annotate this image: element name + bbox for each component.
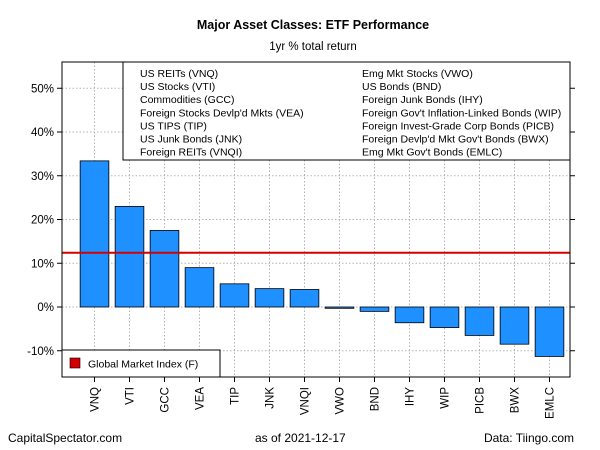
legend-entry-right: US Bonds (BND) xyxy=(362,81,441,93)
legend-entry-right: Emg Mkt Stocks (VWO) xyxy=(362,68,473,80)
reference-legend-box xyxy=(61,349,221,378)
bar-ihy xyxy=(394,306,425,324)
chart-subtitle: 1yr % total return xyxy=(269,41,357,53)
x-tick-label-jnk: JNK xyxy=(265,387,277,409)
x-tick-label-tip: TIP xyxy=(230,387,242,405)
x-tick-label-gcc: GCC xyxy=(160,387,172,413)
y-tick-label: 40% xyxy=(31,127,54,139)
chart-title: Major Asset Classes: ETF Performance xyxy=(197,18,429,32)
y-axis: -10% 0% 10% 20% 30% 40% 50% xyxy=(27,83,575,358)
legend-entry-left: Commodities (GCC) xyxy=(140,94,235,106)
y-tick-label: 50% xyxy=(31,83,54,95)
series-legend: US REITs (VNQ)US Stocks (VTI)Commodities… xyxy=(122,61,571,161)
legend-entry-left: US REITs (VNQ) xyxy=(140,68,218,80)
bar-picb xyxy=(464,306,495,336)
footer-date: as of 2021-12-17 xyxy=(255,431,346,445)
bar-bwx xyxy=(499,306,530,345)
y-tick-label: 30% xyxy=(31,171,54,183)
x-tick-label-bnd: BND xyxy=(370,387,382,411)
legend-entry-right: Foreign Gov't Inflation-Linked Bonds (WI… xyxy=(362,107,561,119)
legend-entry-left: US TIPS (TIP) xyxy=(140,120,207,132)
bar-emlc xyxy=(534,306,565,357)
bar-vnq xyxy=(79,160,110,308)
x-tick-label-vwo: VWO xyxy=(335,387,347,415)
bar-wip xyxy=(429,306,460,328)
y-tick-label: 20% xyxy=(31,215,54,227)
footer-source-site: CapitalSpectator.com xyxy=(8,431,123,445)
x-tick-label-wip: WIP xyxy=(440,387,452,409)
x-tick-label-picb: PICB xyxy=(475,387,487,414)
bar-vnqi xyxy=(289,289,320,308)
x-tick-label-vnqi: VNQI xyxy=(300,387,312,415)
bar-tip xyxy=(219,283,250,308)
reference-legend-swatch xyxy=(69,357,81,369)
legend-entry-right: Foreign Devlp'd Mkt Gov't Bonds (BWX) xyxy=(362,134,549,146)
reference-legend: Global Market Index (F) xyxy=(61,349,221,378)
bar-vwo xyxy=(324,306,355,309)
bars xyxy=(79,160,565,357)
x-axis: VNQ VTI GCC VEA TIP JNK VNQI VWO BND IHY WIP PICB BW… xyxy=(90,377,557,419)
footer-data-credit: Data: Tiingo.com xyxy=(483,431,574,445)
legend-entry-left: US Junk Bonds (JNK) xyxy=(140,134,242,146)
bar-bnd xyxy=(359,306,390,312)
bar-vea xyxy=(184,267,215,308)
y-tick-label: 10% xyxy=(31,258,54,270)
x-tick-label-vti: VTI xyxy=(125,387,137,405)
x-tick-label-emlc: EMLC xyxy=(545,387,557,419)
legend-entry-left: Foreign REITs (VNQI) xyxy=(140,147,242,159)
x-tick-label-ihy: IHY xyxy=(405,387,417,407)
legend-entry-right: Foreign Invest-Grade Corp Bonds (PICB) xyxy=(362,120,554,132)
x-tick-label-bwx: BWX xyxy=(510,387,522,414)
legend-entry-right: Foreign Junk Bonds (IHY) xyxy=(362,94,483,106)
y-tick-label: 0% xyxy=(37,302,54,314)
legend-entry-left: US Stocks (VTI) xyxy=(140,81,215,93)
reference-legend-label: Global Market Index (F) xyxy=(88,359,198,371)
x-tick-label-vea: VEA xyxy=(195,387,207,410)
x-tick-label-vnq: VNQ xyxy=(90,387,102,412)
bar-gcc xyxy=(149,230,180,308)
legend-entry-right: Emg Mkt Gov't Bonds (EMLC) xyxy=(362,147,502,159)
bar-vti xyxy=(114,205,145,308)
series-legend-box xyxy=(122,61,571,161)
y-tick-label: -10% xyxy=(27,346,54,358)
bar-jnk xyxy=(254,288,285,308)
legend-entry-left: Foreign Stocks Devlp'd Mkts (VEA) xyxy=(140,107,304,119)
